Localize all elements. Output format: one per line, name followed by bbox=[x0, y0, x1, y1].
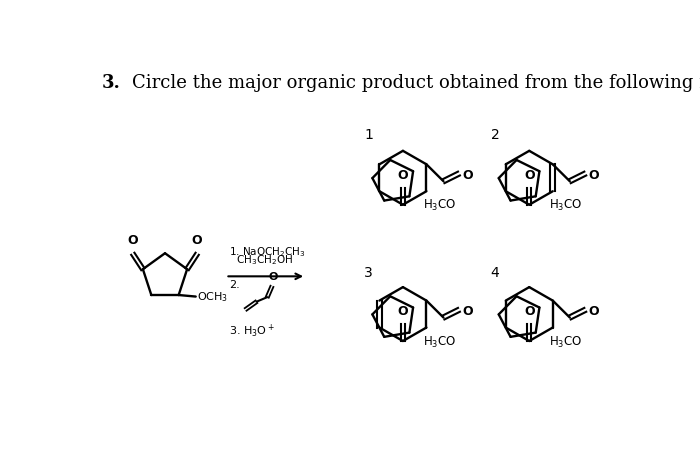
Text: H$_3$CO: H$_3$CO bbox=[550, 198, 582, 213]
Text: CH$_3$CH$_2$OH: CH$_3$CH$_2$OH bbox=[237, 253, 293, 267]
Text: O: O bbox=[398, 305, 408, 318]
Text: 4: 4 bbox=[491, 266, 499, 280]
Text: O: O bbox=[127, 234, 138, 247]
Text: H$_3$CO: H$_3$CO bbox=[550, 335, 582, 349]
Text: O: O bbox=[524, 169, 535, 182]
Text: H$_3$CO: H$_3$CO bbox=[423, 198, 456, 213]
Text: 1. NaOCH$_2$CH$_3$: 1. NaOCH$_2$CH$_3$ bbox=[230, 245, 306, 259]
Text: OCH$_3$: OCH$_3$ bbox=[197, 291, 228, 304]
Text: 2: 2 bbox=[491, 128, 499, 142]
Text: O: O bbox=[462, 169, 472, 182]
Text: 1: 1 bbox=[364, 128, 373, 142]
Text: Circle the major organic product obtained from the following reaction.: Circle the major organic product obtaine… bbox=[132, 74, 700, 92]
Text: 3. H$_3$O$^+$: 3. H$_3$O$^+$ bbox=[230, 322, 275, 340]
Text: H$_3$CO: H$_3$CO bbox=[423, 335, 456, 349]
Text: O: O bbox=[589, 169, 599, 182]
Text: O: O bbox=[192, 234, 202, 247]
Text: O: O bbox=[462, 305, 472, 318]
Text: O: O bbox=[398, 169, 408, 182]
Text: O: O bbox=[269, 272, 278, 282]
Text: O: O bbox=[589, 305, 599, 318]
Text: 2.: 2. bbox=[230, 280, 240, 290]
Text: 3: 3 bbox=[364, 266, 373, 280]
Text: O: O bbox=[524, 305, 535, 318]
Text: 3.: 3. bbox=[102, 74, 120, 92]
